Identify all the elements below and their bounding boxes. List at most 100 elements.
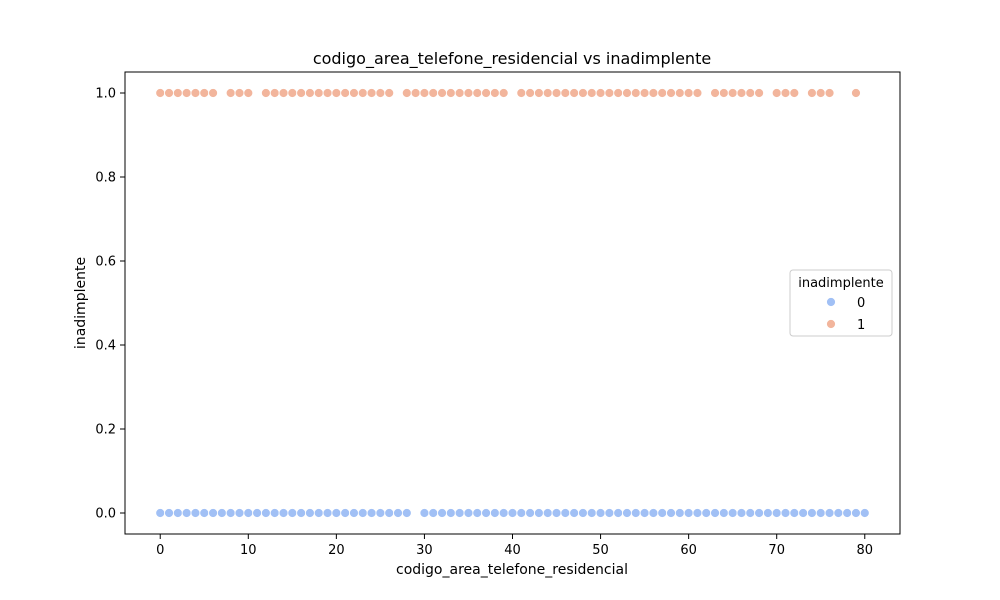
- y-tick-label: 1.0: [95, 87, 116, 102]
- point-series-0: [340, 508, 351, 518]
- point-series-1: [366, 88, 377, 98]
- point-series-0: [560, 508, 571, 518]
- point-series-1: [357, 88, 368, 98]
- point-series-1: [595, 88, 606, 98]
- x-tick-label: 10: [240, 543, 257, 558]
- point-series-1: [428, 88, 439, 98]
- point-series-0: [507, 508, 518, 518]
- point-series-0: [666, 508, 676, 518]
- point-series-1: [243, 88, 254, 98]
- point-series-1: [498, 88, 509, 98]
- legend-box: [789, 269, 893, 337]
- point-series-0: [331, 508, 342, 518]
- x-tick-label: 60: [680, 543, 697, 558]
- point-series-1: [331, 88, 342, 98]
- point-series-0: [639, 508, 650, 518]
- y-tick-label: 0.6: [95, 255, 116, 270]
- point-series-0: [172, 508, 183, 518]
- point-series-0: [375, 508, 386, 518]
- x-tick-label: 40: [504, 543, 521, 558]
- point-series-1: [181, 88, 192, 98]
- point-series-1: [225, 88, 236, 98]
- point-series-1: [190, 88, 201, 98]
- point-series-1: [287, 88, 298, 98]
- point-series-1: [472, 88, 483, 98]
- point-series-0: [419, 508, 430, 518]
- point-series-0: [578, 508, 588, 518]
- point-series-0: [322, 508, 333, 518]
- point-series-0: [305, 508, 315, 518]
- point-series-0: [807, 508, 817, 518]
- point-series-1: [745, 88, 756, 98]
- point-series-0: [569, 508, 580, 518]
- point-series-1: [604, 88, 615, 98]
- point-series-1: [269, 88, 280, 98]
- point-series-1: [692, 88, 703, 98]
- point-series-0: [401, 508, 412, 518]
- point-series-0: [674, 508, 685, 518]
- point-series-0: [789, 508, 800, 518]
- point-series-1: [630, 88, 641, 98]
- point-series-1: [586, 88, 597, 98]
- x-tick-label: 50: [592, 543, 609, 558]
- point-series-1: [199, 88, 210, 98]
- point-series-0: [155, 508, 166, 518]
- point-series-1: [815, 88, 826, 98]
- point-series-1: [674, 88, 685, 98]
- point-series-0: [190, 508, 201, 518]
- point-series-1: [419, 88, 430, 98]
- legend-marker-0: [826, 297, 836, 307]
- point-series-0: [428, 508, 439, 518]
- point-series-1: [296, 88, 307, 98]
- point-series-0: [216, 508, 227, 518]
- point-series-0: [525, 508, 536, 518]
- point-series-0: [701, 508, 712, 518]
- point-series-1: [648, 88, 659, 98]
- point-series-0: [261, 508, 271, 518]
- point-series-1: [322, 88, 333, 98]
- point-series-0: [551, 508, 562, 518]
- point-series-1: [560, 88, 571, 98]
- point-series-1: [569, 88, 580, 98]
- point-series-1: [155, 88, 166, 98]
- x-axis-label: codigo_area_telefone_residencial: [396, 562, 628, 578]
- point-series-0: [727, 508, 738, 518]
- point-series-1: [261, 88, 271, 98]
- point-series-1: [349, 88, 359, 98]
- chart-title: codigo_area_telefone_residencial vs inad…: [313, 49, 711, 69]
- x-tick-label: 70: [768, 543, 785, 558]
- point-series-1: [445, 88, 456, 98]
- legend: inadimplente 0 1: [789, 269, 893, 337]
- point-series-0: [622, 508, 632, 518]
- point-series-0: [287, 508, 298, 518]
- point-series-0: [763, 508, 773, 518]
- point-series-1: [639, 88, 650, 98]
- point-series-0: [437, 508, 447, 518]
- point-series-0: [234, 508, 245, 518]
- point-series-0: [498, 508, 509, 518]
- point-series-0: [366, 508, 377, 518]
- point-series-0: [630, 508, 641, 518]
- point-series-1: [437, 88, 447, 98]
- point-series-0: [516, 508, 527, 518]
- point-series-0: [710, 508, 720, 518]
- point-series-1: [375, 88, 386, 98]
- point-series-0: [842, 508, 853, 518]
- point-series-0: [384, 508, 395, 518]
- y-tick-label: 0.2: [95, 423, 116, 438]
- point-series-1: [718, 88, 729, 98]
- y-axis-ticks: 0.0 0.2 0.4 0.6 0.8 1.0: [95, 87, 125, 522]
- point-series-0: [604, 508, 615, 518]
- y-tick-label: 0.4: [95, 339, 116, 354]
- point-series-1: [489, 88, 500, 98]
- point-series-0: [833, 508, 844, 518]
- point-series-0: [754, 508, 764, 518]
- point-series-0: [586, 508, 597, 518]
- point-series-1: [657, 88, 668, 98]
- point-series-0: [595, 508, 606, 518]
- x-tick-label: 30: [416, 543, 433, 558]
- point-series-1: [727, 88, 738, 98]
- point-series-1: [208, 88, 218, 98]
- legend-label-1: 1: [857, 318, 865, 333]
- point-series-1: [172, 88, 183, 98]
